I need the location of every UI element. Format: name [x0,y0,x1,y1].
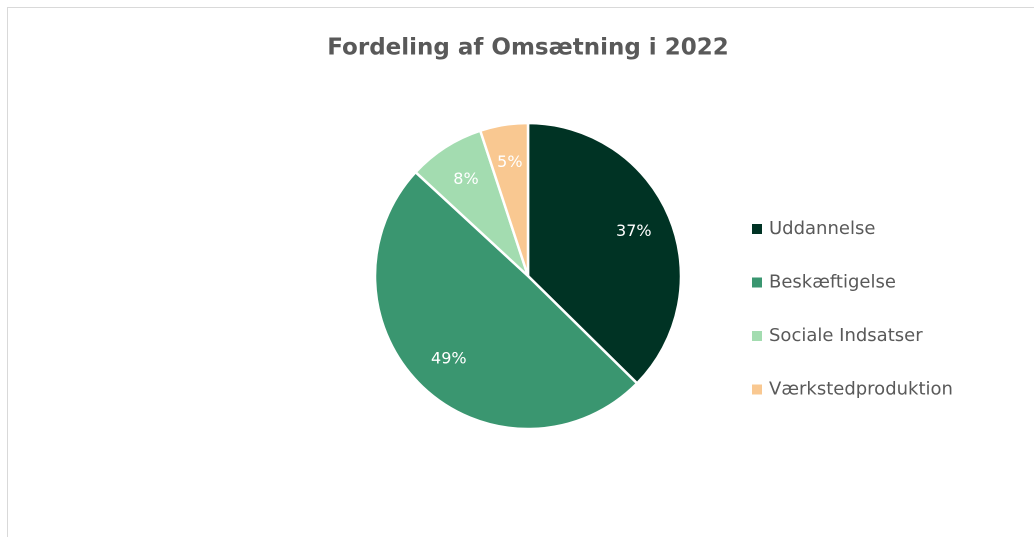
data-label: 37% [616,221,652,240]
legend-swatch [752,277,762,288]
legend-label: Værkstedproduktion [769,379,953,400]
pie-slice [478,121,530,277]
legend-swatch [752,224,762,234]
legend-label: Sociale Indsatser [769,325,923,346]
data-label: 5% [497,152,522,171]
pie-slice [526,121,683,386]
pie-slice [373,170,639,431]
legend-swatch [752,331,762,341]
legend-label: Beskæftigelse [769,272,896,293]
legend-label: Uddannelse [769,218,875,239]
legend-swatch [752,384,762,395]
data-label: 49% [431,349,467,368]
data-label: 8% [453,169,478,188]
chart-title: Fordeling af Omsætning i 2022 [327,35,728,61]
